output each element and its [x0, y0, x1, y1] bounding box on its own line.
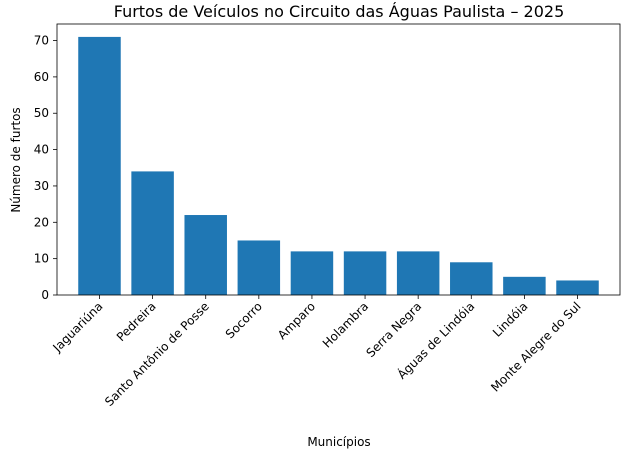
y-tick-label: 50 [34, 106, 49, 120]
y-axis-label: Número de furtos [9, 107, 23, 212]
bar-7 [450, 262, 493, 295]
x-tick-label: Holambra [320, 299, 371, 350]
y-tick-label: 30 [34, 179, 49, 193]
y-tick-label: 0 [41, 288, 49, 302]
x-tick-label: Pedreira [114, 299, 159, 344]
bar-2 [184, 215, 227, 295]
bar-4 [290, 251, 334, 295]
bars-group [78, 36, 599, 296]
bar-3 [237, 240, 281, 295]
bar-8 [503, 276, 546, 295]
y-tick-label: 10 [34, 252, 49, 266]
y-tick-label: 60 [34, 70, 49, 84]
x-tick-label: Lindóia [490, 299, 531, 340]
x-tick-label: Santo Antônio de Posse [102, 299, 212, 409]
bar-5 [343, 251, 387, 295]
y-tick-label: 40 [34, 143, 49, 157]
plot-frame [56, 23, 621, 296]
bar-9 [556, 280, 599, 295]
y-tick-label: 70 [34, 34, 49, 48]
bar-6 [396, 251, 440, 295]
bar-0 [78, 36, 121, 296]
x-tick-label: Socorro [223, 299, 265, 341]
chart-title: Furtos de Veículos no Circuito das Águas… [114, 2, 565, 21]
x-tick-label: Jaguariúna [50, 299, 106, 355]
x-tick-label: Monte Alegre do Sul [488, 299, 583, 394]
bar-1 [131, 171, 174, 295]
x-axis-label: Municípios [307, 435, 370, 449]
y-ticks-group: 0 10 20 30 40 50 60 70 [34, 34, 57, 302]
y-tick-label: 20 [34, 215, 49, 229]
x-tick-label: Amparo [275, 299, 318, 342]
